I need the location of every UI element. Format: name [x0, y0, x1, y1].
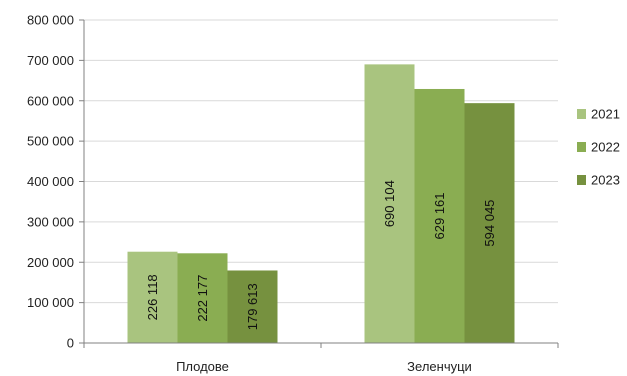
- x-category-label: Зеленчуци: [407, 359, 472, 374]
- bar-2021-0: [127, 251, 178, 343]
- y-tick-label: 600 000: [27, 93, 74, 108]
- bar-2023-0: [227, 270, 278, 343]
- legend-swatch: [577, 175, 586, 185]
- data-label: 222 177: [195, 275, 210, 322]
- data-label: 226 118: [145, 274, 160, 320]
- x-category-label: Плодове: [176, 359, 229, 374]
- y-tick-label: 0: [67, 336, 74, 351]
- y-axis-ticks: 0 100 000 200 000 300 000 400 000 500 000 600 …: [27, 13, 84, 351]
- bar-2022-0: [177, 253, 228, 343]
- y-tick-label: 700 000: [27, 53, 74, 68]
- data-label: 179 613: [245, 283, 260, 330]
- bar-2022-1: [414, 88, 465, 343]
- data-label: 594 045: [482, 200, 497, 247]
- legend-swatch: [577, 142, 586, 152]
- legend-swatch: [577, 109, 586, 119]
- y-tick-label: 300 000: [27, 214, 74, 229]
- legend-label: 2023: [591, 173, 620, 188]
- y-tick-label: 100 000: [27, 295, 74, 310]
- legend-label: 2022: [591, 140, 620, 155]
- data-label: 690 104: [382, 180, 397, 227]
- y-tick-label: 800 000: [27, 13, 74, 28]
- bar-2021-1: [364, 64, 415, 343]
- x-axis-categories: Плодове Зеленчуци: [176, 359, 472, 374]
- data-label: 629 161: [432, 192, 447, 239]
- legend-label: 2021: [591, 107, 620, 122]
- bars: 226 118 222 177 179 613 690 104 629 161 594 0…: [127, 64, 515, 343]
- y-tick-label: 200 000: [27, 255, 74, 270]
- bar-2023-1: [464, 103, 515, 343]
- legend: 2021 2022 2023: [577, 107, 620, 188]
- y-tick-label: 400 000: [27, 174, 74, 189]
- axes: [83, 20, 559, 348]
- y-tick-label: 500 000: [27, 134, 74, 149]
